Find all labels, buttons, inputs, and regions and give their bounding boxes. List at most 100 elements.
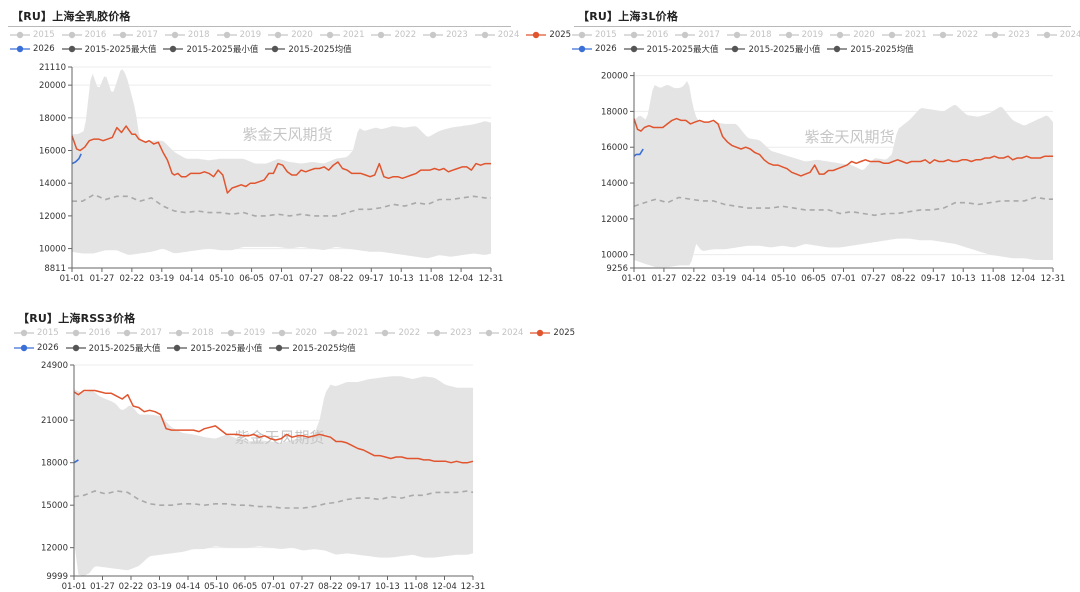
legend-item-2016[interactable]: 2016 — [61, 30, 107, 40]
legend-item-2024[interactable]: 2024 — [478, 328, 523, 338]
x-tick-label: 04-14 — [179, 274, 204, 284]
legend-marker-icon — [319, 31, 340, 39]
legend-item-2020[interactable]: 2020 — [272, 328, 317, 338]
series-2026-line — [633, 148, 644, 157]
legend-row-1: 2015 2016 2017 2018 2019 2020 2021 2022 2023 2024… — [572, 30, 1080, 40]
legend-item-2021[interactable]: 2021 — [319, 30, 364, 40]
legend-marker-icon — [117, 329, 138, 337]
legend-marker-icon — [725, 45, 746, 53]
x-tick-label: 01-27 — [90, 274, 115, 284]
legend-label: 2015 — [595, 30, 617, 40]
legend-item-2021[interactable]: 2021 — [881, 30, 926, 40]
chart-plot-3l: 紫金天风期货 9256 10000 12000 14000 16000 18000 20000… — [601, 72, 1065, 284]
x-tick-label: 08-22 — [318, 582, 343, 592]
x-tick-label: 08-22 — [329, 274, 354, 284]
title-divider — [574, 26, 1071, 27]
legend-marker-icon — [572, 31, 592, 39]
legend-item-2018[interactable]: 2018 — [726, 30, 772, 40]
x-tick-label: 02-22 — [119, 582, 144, 592]
x-tick-label: 07-27 — [861, 274, 886, 284]
y-tick-label: 8811 — [44, 264, 66, 274]
legend-marker-icon — [10, 31, 30, 39]
legend-label: 2017 — [698, 30, 720, 40]
legend-label: 2020 — [295, 328, 317, 338]
legend-item-2023[interactable]: 2023 — [985, 30, 1030, 40]
y-tick-label: 21000 — [41, 416, 68, 426]
title-divider — [8, 26, 511, 27]
legend-item-2017[interactable]: 2017 — [117, 328, 162, 338]
legend-item-2026[interactable]: 2026 — [10, 44, 55, 54]
legend-item-2015[interactable]: 2015 — [10, 30, 55, 40]
legend-marker-icon — [675, 31, 696, 39]
watermark: 紫金天风期货 — [234, 429, 324, 447]
legend-marker-icon — [113, 31, 134, 39]
legend-item-2019[interactable]: 2019 — [216, 30, 261, 40]
y-tick-label: 14000 — [39, 179, 66, 189]
legend-item-2019[interactable]: 2019 — [778, 30, 823, 40]
legend-item-2025[interactable]: 2025 — [526, 30, 571, 40]
series-mean-line — [73, 490, 474, 509]
legend-marker-icon — [985, 31, 1006, 39]
x-tick-label: 03-19 — [147, 582, 172, 592]
x-tick-label: 01-01 — [62, 582, 87, 592]
legend-item-2015-2025-[interactable]: 2015-2025最大值 — [65, 342, 160, 354]
legend-item-2015-2025-[interactable]: 2015-2025最大值 — [61, 43, 156, 55]
y-tick-label: 16000 — [39, 147, 66, 157]
legend-item-2020[interactable]: 2020 — [268, 30, 313, 40]
legend-item-2015-2025-[interactable]: 2015-2025最小值 — [725, 43, 820, 55]
legend-item-2015[interactable]: 2015 — [572, 30, 617, 40]
legend-marker-icon — [778, 31, 799, 39]
legend-item-2015-2025-[interactable]: 2015-2025最大值 — [623, 43, 718, 55]
legend-item-2015-2025-[interactable]: 2015-2025均值 — [827, 43, 914, 55]
legend-item-2015-2025-[interactable]: 2015-2025最小值 — [163, 43, 258, 55]
legend-item-2015-2025-[interactable]: 2015-2025最小值 — [167, 342, 262, 354]
legend-item-2015-2025-[interactable]: 2015-2025均值 — [265, 43, 352, 55]
legend-item-2024[interactable]: 2024 — [474, 30, 519, 40]
legend-item-2018[interactable]: 2018 — [168, 328, 214, 338]
legend-item-2016[interactable]: 2016 — [65, 328, 110, 338]
legend-item-2019[interactable]: 2019 — [220, 328, 266, 338]
legend-item-2026[interactable]: 2026 — [572, 44, 617, 54]
legend-marker-icon — [265, 45, 286, 53]
legend-item-2016[interactable]: 2016 — [623, 30, 668, 40]
legend-item-2026[interactable]: 2026 — [14, 343, 59, 353]
legend-item-2021[interactable]: 2021 — [323, 328, 368, 338]
legend-item-2022[interactable]: 2022 — [371, 30, 416, 40]
x-tick-label: 03-19 — [711, 274, 736, 284]
y-tick-label: 12000 — [601, 215, 628, 225]
legend-marker-icon — [427, 329, 448, 337]
x-tick-label: 08-22 — [891, 274, 916, 284]
y-tick-label: 15000 — [41, 501, 68, 511]
x-tick-label: 07-01 — [831, 274, 856, 284]
x-tick-label: 01-01 — [622, 274, 647, 284]
legend-item-2017[interactable]: 2017 — [675, 30, 720, 40]
legend-label: 2019 — [243, 328, 266, 338]
legend-label: 2016 — [84, 30, 107, 40]
x-tick-label: 07-27 — [290, 582, 315, 592]
legend-item-2017[interactable]: 2017 — [113, 30, 158, 40]
legend-marker-icon — [163, 45, 184, 53]
legend-marker-icon — [268, 31, 289, 39]
legend-label: 2023 — [446, 30, 468, 40]
legend-marker-icon — [478, 329, 499, 337]
series-2025-line — [73, 389, 474, 464]
legend-item-2023[interactable]: 2023 — [427, 328, 472, 338]
legend-row-1: 2015 2016 2017 2018 2019 2020 2021 2022 2023 2024… — [10, 30, 578, 40]
x-tick-label: 05-10 — [771, 274, 796, 284]
y-tick-label: 18000 — [41, 459, 68, 469]
legend-item-2020[interactable]: 2020 — [830, 30, 875, 40]
x-tick-label: 12-31 — [479, 274, 504, 284]
x-tick-label: 03-19 — [149, 274, 174, 284]
legend-item-2022[interactable]: 2022 — [933, 30, 978, 40]
legend-item-2024[interactable]: 2024 — [1036, 30, 1080, 40]
legend-item-2015[interactable]: 2015 — [14, 328, 59, 338]
legend-label: 2023 — [1008, 30, 1030, 40]
legend-marker-icon — [216, 31, 237, 39]
legend-item-2025[interactable]: 2025 — [530, 328, 575, 338]
legend-item-2022[interactable]: 2022 — [375, 328, 420, 338]
legend-item-2015-2025-[interactable]: 2015-2025均值 — [269, 342, 356, 354]
series-mean-line — [72, 193, 491, 217]
legend-marker-icon — [474, 31, 495, 39]
legend-item-2018[interactable]: 2018 — [164, 30, 210, 40]
legend-item-2023[interactable]: 2023 — [423, 30, 468, 40]
